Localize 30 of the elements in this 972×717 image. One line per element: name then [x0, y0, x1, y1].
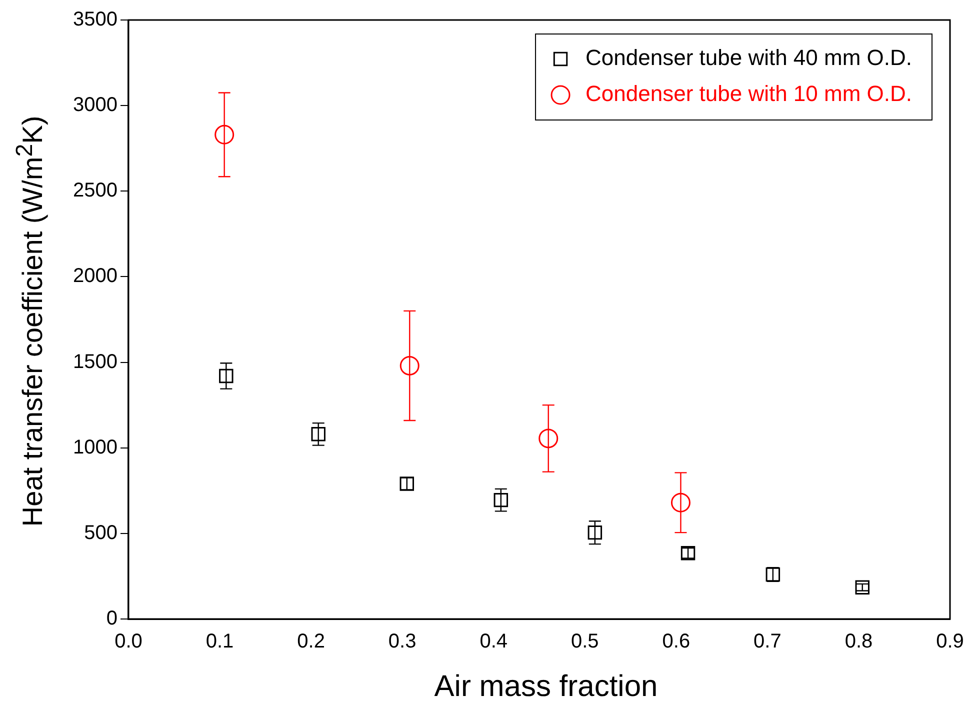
point — [311, 427, 326, 442]
x-tick-label: 0.5 — [570, 630, 599, 653]
x-tick-label: 0.9 — [936, 630, 964, 653]
y-tick-label: 2000 — [72, 265, 118, 288]
x-tick-label: 0.8 — [844, 630, 873, 653]
x-tick-label: 0.4 — [480, 630, 508, 653]
y-tick-label: 3000 — [72, 94, 118, 116]
y-tick-label: 0 — [106, 608, 118, 630]
point — [400, 356, 420, 376]
point — [494, 492, 508, 508]
point — [670, 492, 690, 512]
x-tick-label: 0.7 — [754, 630, 782, 653]
y-tick-label: 3500 — [72, 8, 118, 31]
x-tick-label: 0.6 — [662, 630, 690, 653]
point — [219, 368, 234, 384]
point — [588, 525, 602, 540]
legend-label: Condenser tube with 10 mm O.D. — [586, 81, 912, 106]
point — [855, 580, 870, 594]
point — [538, 428, 558, 448]
y-tick-label: 500 — [84, 522, 118, 544]
x-tick-label: 0.0 — [114, 630, 142, 653]
x-tick-label: 0.1 — [206, 630, 234, 653]
y-tick-label: 1500 — [72, 350, 118, 373]
x-axis-title: Air mass fraction — [433, 670, 659, 704]
point — [214, 124, 234, 144]
y-tick-label: 2500 — [72, 180, 118, 202]
x-tick-label: 0.2 — [297, 630, 325, 653]
y-tick-label: 1000 — [72, 436, 118, 458]
legend-label: Condenser tube with 40 mm O.D. — [586, 45, 912, 70]
x-tick-label: 0.3 — [388, 630, 416, 653]
